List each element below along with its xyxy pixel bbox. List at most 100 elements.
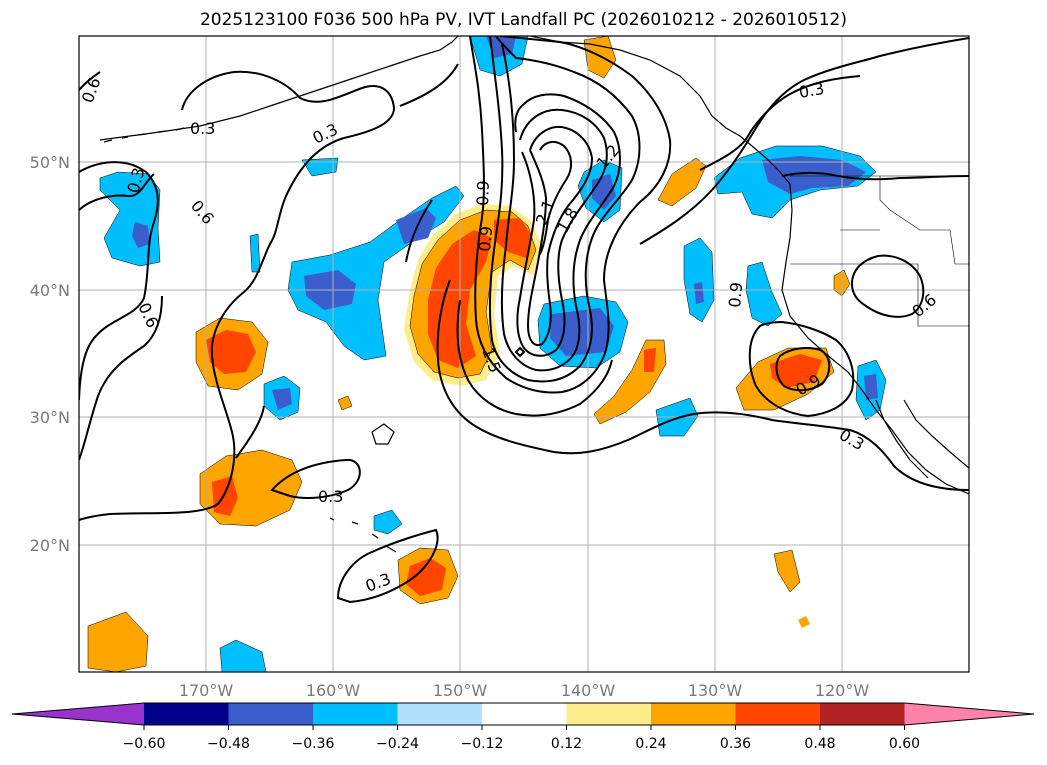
positive-anomaly-core <box>644 348 656 372</box>
lon-label: 170°W <box>179 681 234 700</box>
positive-anomaly-core <box>406 558 446 596</box>
west-coast <box>781 183 969 495</box>
colorbar-tick: −0.36 <box>292 736 335 752</box>
aleutian-islands <box>103 127 185 143</box>
pv-contour <box>181 70 396 139</box>
positive-anomaly-patch <box>798 616 810 628</box>
colorbar-segment <box>735 703 820 725</box>
colorbar-tick: 0.24 <box>635 736 666 752</box>
positive-anomaly-core <box>770 354 822 388</box>
colorbar-segment <box>313 703 398 725</box>
pv-contour <box>775 347 831 392</box>
pv-contour <box>79 295 163 461</box>
colorbar-tick: −0.60 <box>123 736 166 752</box>
colorbar-tick: 0.12 <box>551 736 582 752</box>
negative-anomaly-core <box>762 156 866 194</box>
colorbar: −0.60 −0.48 −0.36 −0.24 −0.12 0.12 0.24 … <box>11 702 1035 752</box>
positive-anomaly-patch <box>337 395 353 411</box>
pv-contour <box>405 199 433 263</box>
colorbar-tick: −0.48 <box>207 736 250 752</box>
lat-label: 30°N <box>30 408 70 427</box>
contour-label: 0.9 <box>475 225 496 252</box>
lon-label: 140°W <box>561 681 616 700</box>
colorbar-segment <box>482 703 567 725</box>
pv-contour <box>639 37 969 245</box>
colorbar-tick: 0.60 <box>889 736 920 752</box>
pv-contour <box>488 36 641 383</box>
latitude-labels: 50°N 40°N 30°N 20°N <box>30 153 70 555</box>
map-panel: 0.6 0.3 0.3 0.6 0.3 0.6 0.9 0.9 2.1 1.8 … <box>78 35 970 673</box>
colorbar-segment <box>144 703 229 725</box>
lon-label: 150°W <box>433 681 488 700</box>
pv-contour <box>748 320 855 418</box>
pv-contour <box>514 346 526 358</box>
colorbar-segment <box>397 703 482 725</box>
colorbar-tick: 0.36 <box>720 736 751 752</box>
lat-label: 50°N <box>30 153 70 172</box>
pv-contour <box>539 140 572 255</box>
contour-label: 0.3 <box>797 79 825 102</box>
longitude-labels: 170°W 160°W 150°W 140°W 130°W 120°W <box>179 681 870 700</box>
colorbar-tick: −0.24 <box>376 736 419 752</box>
negative-anomaly-patch <box>745 261 783 327</box>
colorbar-segment <box>228 703 313 725</box>
colorbar-tick: −0.12 <box>461 736 504 752</box>
pv-contour <box>526 126 594 346</box>
contour-label: 0.3 <box>318 487 343 506</box>
negative-anomaly-core <box>550 308 614 356</box>
positive-anomaly-patch <box>87 611 149 672</box>
pv-contour <box>699 75 861 171</box>
hawaii-islands <box>329 517 397 553</box>
map-frame <box>78 35 970 673</box>
colorbar-tick: 0.48 <box>804 736 835 752</box>
pv-contour <box>79 137 345 521</box>
positive-anomaly-core <box>494 218 532 258</box>
negative-anomaly-core <box>396 208 436 244</box>
colorbar-extend-low <box>12 703 144 725</box>
pv-contour <box>79 173 155 211</box>
negative-anomaly-core <box>864 374 878 400</box>
alaska-coast <box>99 36 459 141</box>
island-loop <box>371 423 395 445</box>
colorbar-segment <box>820 703 905 725</box>
contour-label: 0.9 <box>725 281 746 308</box>
colorbar-extend-high <box>904 703 1034 725</box>
negative-anomaly-core <box>272 388 292 410</box>
pv-contour <box>781 172 969 181</box>
negative-anomaly-core <box>132 222 150 248</box>
lat-label: 40°N <box>30 281 70 300</box>
negative-anomaly-patch <box>683 237 715 323</box>
pv-contour <box>79 71 101 91</box>
contour-label: 0.9 <box>473 180 493 206</box>
negative-anomaly-core <box>694 282 704 304</box>
pv-contour <box>336 528 439 604</box>
lat-label: 20°N <box>30 536 70 555</box>
positive-anomaly-patch <box>773 549 801 593</box>
pv-contour <box>469 36 672 394</box>
positive-anomaly-core <box>206 330 256 374</box>
positive-anomaly-core <box>212 476 238 516</box>
pv-contours <box>79 36 969 604</box>
colorbar-segment <box>651 703 736 725</box>
baja-coast <box>875 399 969 479</box>
pv-contour <box>270 458 361 499</box>
pv-contour <box>516 108 608 357</box>
colorbar-segment <box>566 703 651 725</box>
pv-contour <box>500 43 621 372</box>
coastlines <box>99 36 969 553</box>
negative-anomaly-patch <box>373 509 403 535</box>
pv-contour <box>235 405 265 459</box>
negative-anomaly-patch <box>249 233 261 273</box>
pv-contour <box>79 161 159 401</box>
map-title: 2025123100 F036 500 hPa PV, IVT Landfall… <box>199 10 847 30</box>
negative-anomaly-core <box>486 36 516 58</box>
pv-contour <box>399 63 459 107</box>
positive-anomaly-patch <box>583 36 617 79</box>
pv-contour <box>850 254 925 318</box>
gulf-of-alaska-coast <box>529 36 791 185</box>
negative-anomaly-patch <box>219 639 267 672</box>
lon-label: 130°W <box>688 681 743 700</box>
contour-label: 0.3 <box>190 119 215 138</box>
lon-label: 120°W <box>815 681 870 700</box>
